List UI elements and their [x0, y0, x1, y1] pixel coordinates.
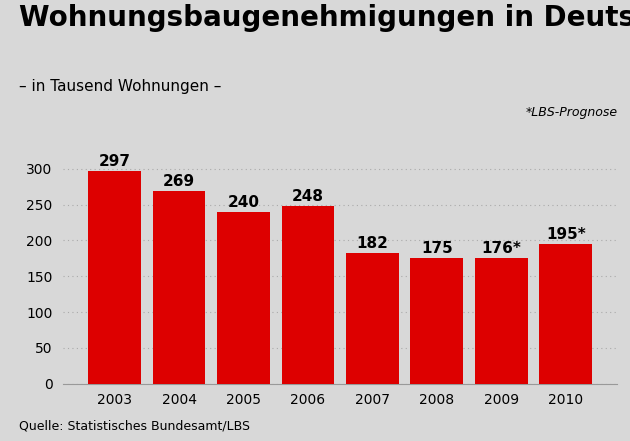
- Text: 269: 269: [163, 174, 195, 189]
- Bar: [152, 191, 205, 384]
- Text: 297: 297: [99, 154, 130, 169]
- Text: 240: 240: [227, 195, 260, 210]
- Bar: [346, 253, 399, 384]
- Bar: [282, 206, 335, 384]
- Bar: [217, 212, 270, 384]
- Bar: [539, 244, 592, 384]
- Bar: [411, 258, 463, 384]
- Text: Quelle: Statistisches Bundesamt/LBS: Quelle: Statistisches Bundesamt/LBS: [19, 419, 250, 432]
- Bar: [475, 258, 528, 384]
- Text: 176*: 176*: [481, 241, 521, 256]
- Text: *LBS-Prognose: *LBS-Prognose: [525, 106, 617, 119]
- Text: 195*: 195*: [546, 227, 586, 242]
- Text: 175: 175: [421, 242, 453, 257]
- Text: 248: 248: [292, 189, 324, 204]
- Bar: [88, 171, 141, 384]
- Text: – in Tausend Wohnungen –: – in Tausend Wohnungen –: [19, 79, 221, 94]
- Text: 182: 182: [357, 236, 388, 251]
- Text: Wohnungsbaugenehmigungen in Deutschland: Wohnungsbaugenehmigungen in Deutschland: [19, 4, 630, 32]
